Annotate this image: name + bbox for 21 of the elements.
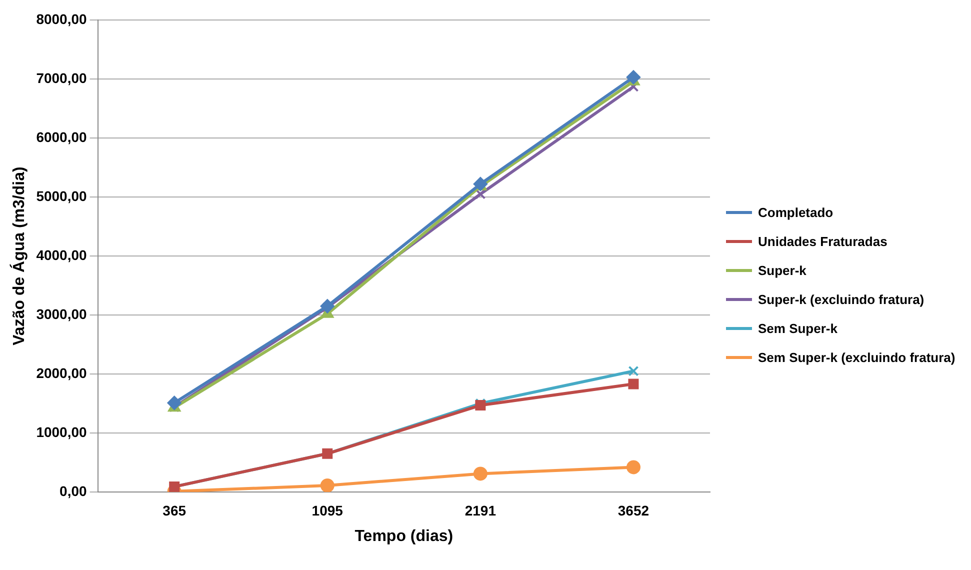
legend-label: Unidades Fraturadas (758, 234, 888, 249)
x-tick-label: 2191 (464, 502, 496, 518)
x-tick-label: 365 (162, 502, 186, 518)
x-axis-title: Tempo (dias) (354, 528, 454, 545)
y-tick-label: 5000,00 (36, 188, 88, 204)
legend-label: Sem Super-k (758, 321, 838, 336)
legend-label: Completado (758, 205, 834, 220)
legend-label: Sem Super-k (excluindo fratura) (758, 350, 956, 365)
legend-label: Super-k (excluindo fratura) (758, 292, 924, 307)
legend-label: Super-k (758, 263, 806, 278)
y-tick-label: 3000,00 (36, 306, 88, 322)
x-tick-label: 3652 (618, 502, 650, 518)
y-axis-title: Vazão de Água (m3/dia) (9, 166, 28, 346)
y-tick-label: 6000,00 (36, 128, 88, 145)
y-tick-label: 1000,00 (36, 424, 88, 440)
y-tick-label: 8000,00 (36, 10, 88, 27)
y-tick-label: 4000,00 (36, 246, 88, 263)
y-tick-label: 7000,00 (36, 70, 88, 86)
y-tick-label: 0,00 (60, 482, 88, 499)
y-tick-label: 2000,00 (36, 364, 88, 381)
x-tick-label: 1095 (312, 502, 344, 518)
